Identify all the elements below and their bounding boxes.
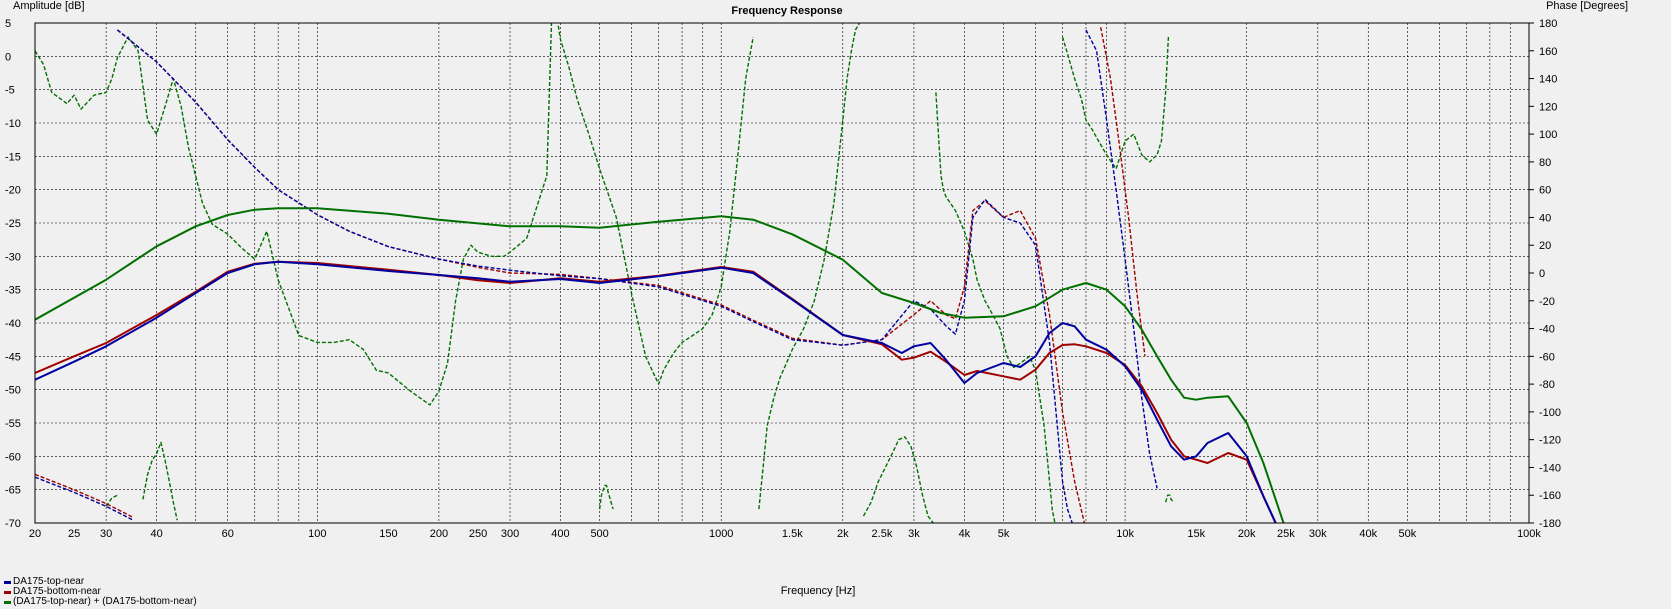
y-left-tick-label: -60 bbox=[5, 451, 21, 463]
y-axis-left-label: Amplitude [dB] bbox=[13, 0, 85, 12]
phase-line-da175-top-near-da175-bottom-near-phase-seg-9 bbox=[105, 494, 118, 507]
x-tick-label: 25 bbox=[68, 528, 80, 540]
phase-line-da175-top-near-da175-bottom-near-phase-seg-1 bbox=[557, 25, 754, 385]
phase-line-da175-top-near-da175-bottom-near-phase-seg-7 bbox=[862, 436, 934, 523]
phase-line-da175-bottom-near-phase-seg-1 bbox=[116, 29, 1086, 523]
y-right-tick-label: -120 bbox=[1539, 435, 1561, 447]
y-right-tick-label: 20 bbox=[1539, 240, 1551, 252]
y-left-tick-label: -65 bbox=[5, 485, 21, 497]
x-tick-label: 150 bbox=[379, 528, 397, 540]
legend: DA175-top-near DA175-bottom-near (DA175-… bbox=[4, 577, 197, 607]
x-tick-label: 10k bbox=[1116, 528, 1134, 540]
x-tick-label: 100 bbox=[308, 528, 326, 540]
y-left-tick-label: -55 bbox=[5, 418, 21, 430]
y-right-tick-label: -60 bbox=[1539, 351, 1555, 363]
x-tick-label: 1.5k bbox=[782, 528, 803, 540]
legend-label: DA175-bottom-near bbox=[13, 586, 101, 597]
y-left-tick-label: -5 bbox=[5, 85, 15, 97]
x-tick-label: 50k bbox=[1399, 528, 1417, 540]
x-tick-label: 1000 bbox=[709, 528, 733, 540]
x-tick-label: 5k bbox=[998, 528, 1010, 540]
y-right-tick-label: -20 bbox=[1539, 296, 1555, 308]
y-right-tick-label: 120 bbox=[1539, 101, 1557, 113]
x-tick-label: 30 bbox=[100, 528, 112, 540]
x-tick-label: 30k bbox=[1309, 528, 1327, 540]
phase-line-da175-top-near-phase-seg-1 bbox=[116, 29, 1073, 523]
y-left-tick-label: -50 bbox=[5, 385, 21, 397]
y-right-tick-label: 160 bbox=[1539, 46, 1557, 58]
legend-swatch bbox=[4, 580, 11, 584]
y-right-tick-label: -140 bbox=[1539, 462, 1561, 474]
legend-swatch bbox=[4, 600, 11, 604]
phase-line-da175-top-near-da175-bottom-near-phase-seg-8 bbox=[1164, 494, 1175, 503]
y-left-tick-label: 5 bbox=[5, 18, 11, 30]
phase-line-da175-bottom-near-phase-seg-0 bbox=[35, 473, 134, 519]
x-tick-label: 400 bbox=[551, 528, 569, 540]
y-axis-right-label: Phase [Degrees] bbox=[1546, 0, 1628, 12]
y-left-tick-label: -70 bbox=[5, 518, 21, 530]
x-tick-label: 500 bbox=[590, 528, 608, 540]
amplitude-line-da175-top-near-da175-bottom-near bbox=[35, 207, 1285, 523]
amplitude-line-da175-top-near bbox=[35, 260, 1277, 523]
x-tick-label: 20k bbox=[1238, 528, 1256, 540]
x-tick-label: 15k bbox=[1187, 528, 1205, 540]
x-tick-label: 20 bbox=[29, 528, 41, 540]
y-left-tick-label: -35 bbox=[5, 285, 21, 297]
x-tick-label: 60 bbox=[222, 528, 234, 540]
y-left-tick-label: -20 bbox=[5, 185, 21, 197]
y-left-tick-label: -45 bbox=[5, 351, 21, 363]
x-tick-label: 250 bbox=[469, 528, 487, 540]
y-right-tick-label: -40 bbox=[1539, 324, 1555, 336]
x-tick-label: 4k bbox=[959, 528, 971, 540]
y-right-tick-label: 140 bbox=[1539, 74, 1557, 86]
legend-swatch bbox=[4, 590, 11, 594]
legend-item-sum: (DA175-top-near) + (DA175-bottom-near) bbox=[4, 597, 197, 607]
x-tick-label: 40k bbox=[1359, 528, 1377, 540]
x-tick-label: 2k bbox=[837, 528, 849, 540]
y-right-tick-label: -80 bbox=[1539, 379, 1555, 391]
y-right-tick-label: 0 bbox=[1539, 268, 1545, 280]
y-left-tick-label: -30 bbox=[5, 251, 21, 263]
x-tick-label: 3k bbox=[908, 528, 920, 540]
phase-line-da175-top-near-phase-seg-0 bbox=[35, 476, 134, 521]
x-axis-label: Frequency [Hz] bbox=[781, 585, 856, 597]
x-tick-label: 25k bbox=[1277, 528, 1295, 540]
y-left-tick-label: 0 bbox=[5, 51, 11, 63]
y-right-tick-label: 180 bbox=[1539, 18, 1557, 30]
y-right-tick-label: 40 bbox=[1539, 212, 1551, 224]
phase-line-da175-bottom-near-phase-seg-2 bbox=[1100, 27, 1146, 357]
tick-labels: 20 25 30 40 60 100 150 200 250 300 400 500 1000 1.5k 2… bbox=[5, 18, 1561, 540]
chart-title: Frequency Response bbox=[731, 5, 842, 17]
legend-label: DA175-top-near bbox=[13, 576, 85, 587]
phase-line-da175-top-near-da175-bottom-near-phase-seg-5 bbox=[142, 441, 178, 521]
y-right-tick-label: 80 bbox=[1539, 157, 1551, 169]
y-right-tick-label: 100 bbox=[1539, 129, 1557, 141]
x-tick-label: 200 bbox=[430, 528, 448, 540]
phase-line-da175-top-near-da175-bottom-near-phase-seg-4 bbox=[1061, 36, 1170, 170]
x-tick-label: 300 bbox=[501, 528, 519, 540]
phase-line-da175-top-near-da175-bottom-near-phase-seg-3 bbox=[935, 92, 1056, 523]
y-left-tick-label: -25 bbox=[5, 218, 21, 230]
y-right-tick-label: -180 bbox=[1539, 518, 1561, 530]
y-right-tick-label: 60 bbox=[1539, 185, 1551, 197]
legend-item-top-near: DA175-top-near bbox=[4, 577, 197, 587]
x-tick-label: 100k bbox=[1517, 528, 1541, 540]
phase-line-da175-top-near-da175-bottom-near-phase-seg-6 bbox=[598, 484, 614, 510]
series-group bbox=[35, 23, 1285, 523]
phase-line-da175-top-near-da175-bottom-near-phase-seg-2 bbox=[758, 23, 861, 510]
legend-item-bottom-near: DA175-bottom-near bbox=[4, 587, 197, 597]
y-right-tick-label: -160 bbox=[1539, 490, 1561, 502]
x-tick-label: 40 bbox=[150, 528, 162, 540]
y-left-tick-label: -10 bbox=[5, 118, 21, 130]
y-right-tick-label: -100 bbox=[1539, 407, 1561, 419]
y-left-tick-label: -40 bbox=[5, 318, 21, 330]
phase-line-da175-top-near-da175-bottom-near-phase-seg-0 bbox=[35, 23, 553, 406]
plot-area bbox=[35, 23, 1529, 523]
phase-line-da175-top-near-phase-seg-2 bbox=[1085, 29, 1158, 489]
legend-label: (DA175-top-near) + (DA175-bottom-near) bbox=[13, 596, 197, 607]
y-left-tick-label: -15 bbox=[5, 151, 21, 163]
x-tick-label: 2.5k bbox=[872, 528, 893, 540]
